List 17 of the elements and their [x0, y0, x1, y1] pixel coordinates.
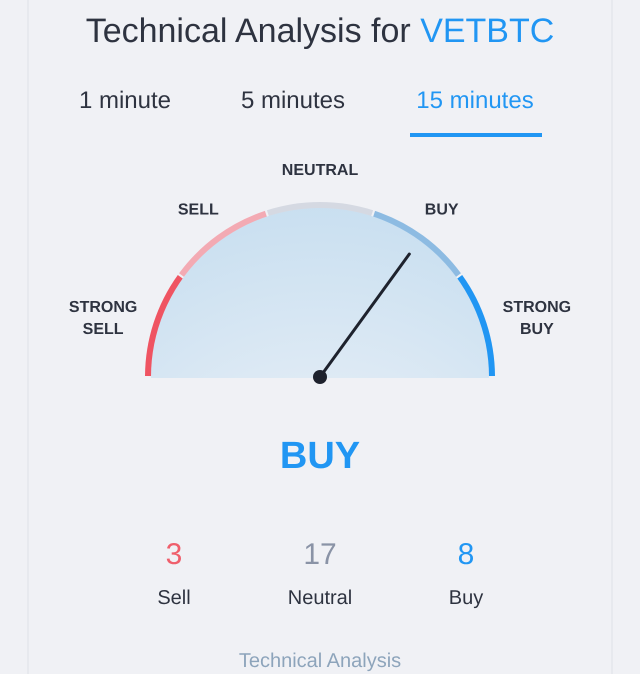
category-label: Sell [157, 587, 191, 609]
slice-label: NEUTRAL [282, 162, 358, 179]
data-label: 3 [166, 538, 182, 571]
data-label: 17 [303, 538, 337, 571]
text: 1 minute [78, 87, 172, 114]
slice-label: STRONG BUY [502, 299, 572, 338]
text: Technical Analysis [238, 650, 402, 672]
text: BUY [280, 435, 360, 477]
category-label: Neutral [288, 587, 352, 609]
chart-title: Technical Analysis for VETBTC [86, 12, 554, 50]
slice-label: STRONG SELL [68, 299, 138, 338]
data-label: 8 [458, 538, 474, 571]
category-label: Buy [448, 587, 484, 609]
slice-label: SELL [178, 202, 219, 219]
text: 5 minutes [240, 87, 346, 114]
text: 15 minutes [416, 87, 534, 114]
slice-label: BUY [424, 202, 459, 219]
